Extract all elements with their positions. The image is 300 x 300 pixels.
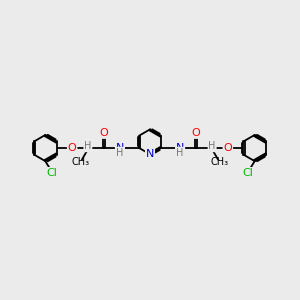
Text: H: H [116,148,124,158]
Text: O: O [100,128,109,138]
Text: CH₃: CH₃ [210,158,228,167]
Text: H: H [176,148,184,158]
Text: N: N [146,149,154,159]
Text: Cl: Cl [243,168,254,178]
Text: H: H [208,141,216,152]
Text: CH₃: CH₃ [72,158,90,167]
Text: O: O [191,128,200,138]
Text: N: N [116,143,124,153]
Text: N: N [176,143,184,153]
Text: O: O [224,143,232,153]
Text: Cl: Cl [46,168,57,178]
Text: O: O [68,143,76,153]
Text: H: H [84,141,92,152]
